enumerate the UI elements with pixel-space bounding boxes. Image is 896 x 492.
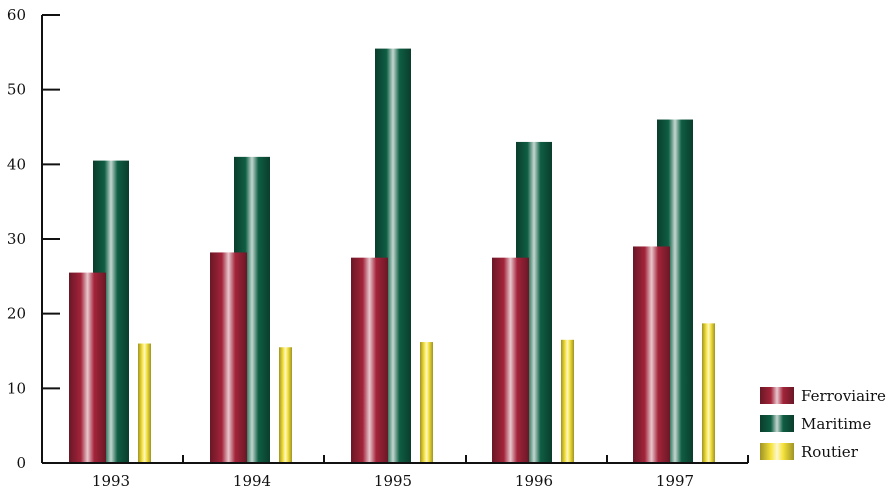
bar-routier-1995	[420, 342, 433, 463]
x-tick-label-1993: 1993	[92, 472, 130, 490]
legend-swatch-maritime	[760, 415, 794, 432]
bar-ferroviaire-1993	[69, 272, 106, 463]
y-tick-label-40: 40	[7, 155, 26, 173]
y-tick-label-50: 50	[7, 81, 26, 99]
legend-label-ferroviaire: Ferroviaire	[801, 387, 886, 405]
y-tick-label-30: 30	[7, 230, 26, 248]
legend: Ferroviaire Maritime Routier	[760, 387, 886, 461]
bar-ferroviaire-1994	[210, 252, 247, 463]
bars-layer	[69, 48, 715, 464]
x-tick-label-1997: 1997	[656, 472, 694, 490]
axes-layer: 0 10 20 30 40 50 60 1993 1994 1995 1996 1997	[7, 6, 749, 490]
legend-label-routier: Routier	[801, 443, 859, 461]
bar-routier-1996	[561, 339, 574, 463]
bar-ferroviaire-1996	[492, 257, 529, 463]
x-tick-label-1994: 1994	[233, 472, 271, 490]
legend-label-maritime: Maritime	[801, 415, 871, 433]
legend-swatch-routier	[760, 443, 794, 460]
bar-ferroviaire-1995	[351, 257, 388, 463]
x-tick-label-1995: 1995	[374, 472, 412, 490]
bar-ferroviaire-1997	[633, 246, 670, 463]
x-tick-label-1996: 1996	[515, 472, 553, 490]
bar-routier-1997	[702, 323, 715, 463]
y-tick-label-0: 0	[16, 454, 26, 472]
y-tick-label-20: 20	[7, 305, 26, 323]
y-tick-label-60: 60	[7, 6, 26, 24]
legend-swatch-ferroviaire	[760, 387, 794, 404]
bar-routier-1994	[279, 347, 292, 463]
y-tick-label-10: 10	[7, 379, 26, 397]
bar-routier-1993	[138, 343, 151, 463]
